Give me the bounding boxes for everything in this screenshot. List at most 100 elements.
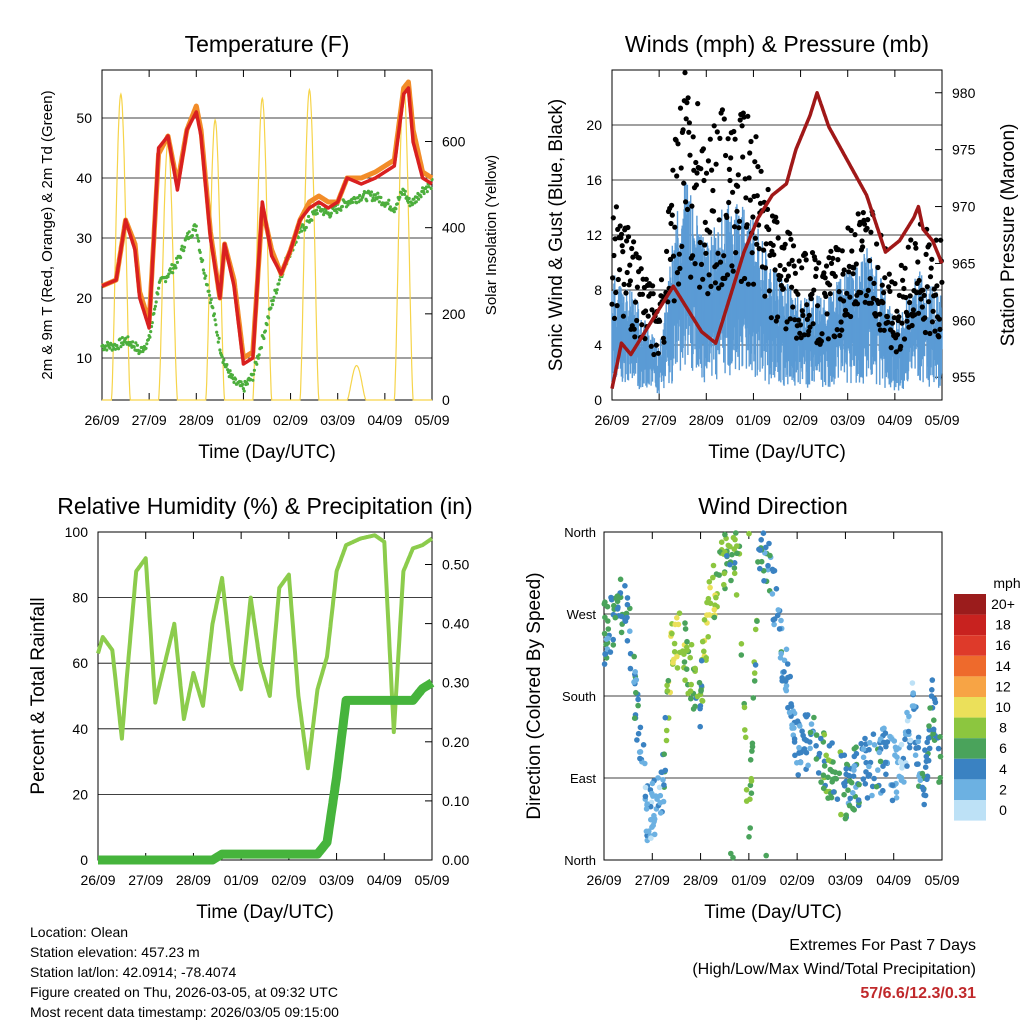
direction-point <box>637 749 644 755</box>
dewpoint-point <box>105 340 110 344</box>
elevation-text: Station elevation: 457.23 m <box>30 944 200 960</box>
dewpoint-point <box>134 341 138 345</box>
direction-point <box>687 654 693 661</box>
direction-point <box>642 793 649 800</box>
gust-point <box>684 206 691 212</box>
direction-point <box>813 743 819 749</box>
direction-point <box>682 677 688 683</box>
gust-point <box>933 237 939 243</box>
direction-point <box>656 784 663 791</box>
dewpoint-point <box>356 196 360 200</box>
direction-point <box>803 713 810 720</box>
direction-point <box>799 728 805 734</box>
gust-point <box>732 136 738 142</box>
plot-frame-1 <box>101 69 433 401</box>
direction-point <box>906 744 913 751</box>
gust-point <box>768 315 774 321</box>
dewpoint-point <box>228 369 232 373</box>
x-tick-label-2: 03/09 <box>830 412 865 428</box>
colorbar-swatch <box>954 655 986 677</box>
gust-point <box>907 293 913 299</box>
gust-point <box>697 284 703 290</box>
temp-2m-line <box>100 86 434 366</box>
direction-point <box>889 782 896 788</box>
y-axis-label-4: Direction (Colored By Speed) <box>524 572 545 819</box>
gust-point <box>717 135 723 141</box>
x-tick-label-4: 27/09 <box>635 872 670 888</box>
direction-point <box>670 659 676 666</box>
gust-point <box>871 280 877 286</box>
sonic-wind-series <box>611 181 943 394</box>
direction-point <box>733 592 740 598</box>
y2-tick-label-2: 955 <box>952 369 976 385</box>
dewpoint-point <box>138 350 143 354</box>
y2-tick-label-3: 0.30 <box>442 675 469 691</box>
gust-point <box>677 265 683 271</box>
colorbar-label: 10 <box>995 699 1011 715</box>
gust-point <box>785 273 792 279</box>
gust-point <box>750 281 757 287</box>
direction-point <box>659 769 665 776</box>
direction-point <box>815 770 822 776</box>
direction-point <box>734 550 740 557</box>
gust-point <box>786 261 792 267</box>
direction-point <box>614 606 621 612</box>
direction-point <box>811 714 817 721</box>
direction-point <box>846 772 852 779</box>
direction-point <box>635 730 642 737</box>
direction-point <box>921 792 927 798</box>
direction-point <box>727 543 733 550</box>
gust-point <box>620 249 626 255</box>
gust-point <box>876 322 882 328</box>
gust-point <box>719 107 726 113</box>
dewpoint-point <box>214 323 218 327</box>
y2-tick-label-3: 0.10 <box>442 793 469 809</box>
y2-tick-label-2: 970 <box>952 199 976 215</box>
direction-point <box>752 626 759 633</box>
gust-point <box>749 250 755 256</box>
gust-point <box>913 245 919 251</box>
gust-point <box>853 261 859 267</box>
direction-point <box>655 775 661 781</box>
gust-point <box>643 276 649 282</box>
direction-point <box>601 661 608 667</box>
gust-point <box>746 175 752 181</box>
colorbar-swatch <box>954 614 986 636</box>
gust-point <box>865 217 871 223</box>
x-tick-label-4: 01/09 <box>731 872 766 888</box>
direction-point <box>747 825 753 831</box>
gust-point <box>900 277 906 283</box>
gust-point <box>915 310 922 316</box>
gust-point <box>888 345 894 351</box>
gust-point <box>702 219 708 225</box>
y2-tick-label-3: 0.20 <box>442 734 469 750</box>
x-tick-label-3: 05/09 <box>414 872 449 888</box>
gust-point <box>927 274 934 280</box>
dewpoint-point <box>196 236 200 240</box>
colorbar-label: 18 <box>995 617 1011 633</box>
direction-point <box>669 630 675 637</box>
direction-point <box>778 617 784 624</box>
direction-point <box>683 666 690 672</box>
dewpoint-point <box>403 189 407 193</box>
dewpoint-point <box>296 236 300 240</box>
dewpoint-point <box>414 200 418 204</box>
gust-point <box>681 180 687 186</box>
direction-point <box>881 739 887 746</box>
direction-point <box>871 775 877 782</box>
gust-point <box>709 167 715 173</box>
colorbar-label: 8 <box>999 720 1007 736</box>
chart-title-2: Winds (mph) & Pressure (mb) <box>625 31 929 57</box>
direction-point <box>685 690 691 697</box>
gust-point <box>840 271 846 277</box>
y-tick-label-2: 4 <box>594 337 602 353</box>
x-axis-label-2: Time (Day/UTC) <box>708 442 846 463</box>
gust-point <box>642 336 648 342</box>
gust-point <box>800 312 806 318</box>
gust-point <box>665 299 671 305</box>
dewpoint-point <box>398 195 402 199</box>
direction-point <box>601 601 608 607</box>
gust-point <box>851 265 857 271</box>
direction-point <box>898 741 905 748</box>
x-tick-label-3: 26/09 <box>80 872 115 888</box>
